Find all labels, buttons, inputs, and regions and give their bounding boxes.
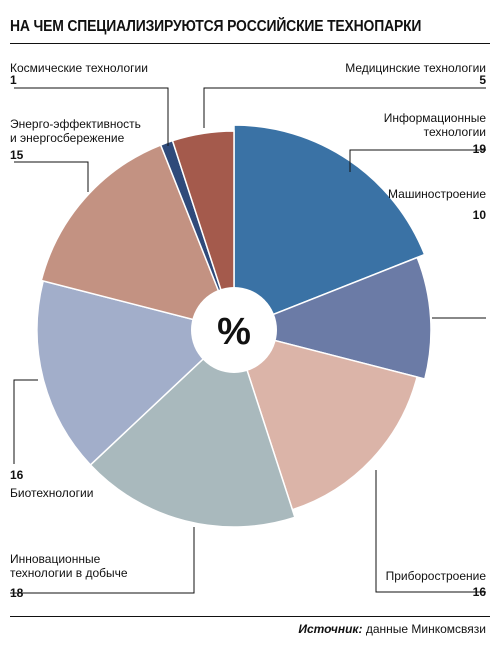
leader-line	[203, 87, 486, 128]
source-text: данные Минкомсвязи	[362, 622, 486, 636]
leader-line	[10, 527, 195, 594]
pie-slice	[40, 144, 236, 332]
percent-symbol: %	[217, 311, 251, 353]
pie-slice	[232, 328, 419, 511]
pie-slice	[171, 130, 235, 331]
slice-label: Биотехнологии	[10, 486, 93, 500]
pie-slice	[89, 328, 296, 528]
source-note: Источник: данные Минкомсвязи	[298, 622, 486, 636]
slice-value: 19	[473, 142, 487, 156]
slice-label: Медицинские технологии	[345, 61, 486, 75]
slice-value: 10	[473, 208, 487, 222]
pie-slices	[36, 124, 432, 528]
footer-divider	[10, 616, 490, 617]
slice-value: 16	[10, 468, 24, 482]
leader-line	[14, 161, 89, 192]
leader-line	[13, 379, 38, 464]
slice-value: 1	[10, 73, 17, 87]
source-label: Источник:	[298, 622, 363, 636]
center-circle	[191, 287, 277, 373]
slice-value: 5	[479, 73, 486, 87]
title-divider	[10, 43, 490, 44]
slice-label: Космические технологии	[10, 61, 148, 75]
slice-value: 15	[10, 148, 24, 162]
leader-line	[375, 470, 486, 593]
slice-label: Инновационные	[10, 552, 101, 566]
pie-slice	[231, 256, 432, 380]
leader-line	[14, 87, 169, 146]
pie-slice	[233, 124, 426, 332]
slice-label: Машиностроение	[388, 187, 486, 201]
leader-lines	[10, 87, 486, 594]
slice-value: 16	[473, 585, 487, 599]
chart-title: НА ЧЕМ СПЕЦИАЛИЗИРУЮТСЯ РОССИЙСКИЕ ТЕХНО…	[10, 18, 422, 35]
slice-label: Информационные	[384, 111, 487, 125]
slice-label: технологии в добыче	[10, 566, 128, 580]
slice-label: Энерго-эффективность	[10, 117, 141, 131]
slice-label: Приборостроение	[386, 569, 487, 583]
pie-slice	[36, 280, 236, 466]
slice-label: и энергосбережение	[10, 131, 125, 145]
slice-value: 18	[10, 586, 24, 600]
leader-line	[349, 149, 486, 172]
slice-label: технологии	[424, 125, 486, 139]
